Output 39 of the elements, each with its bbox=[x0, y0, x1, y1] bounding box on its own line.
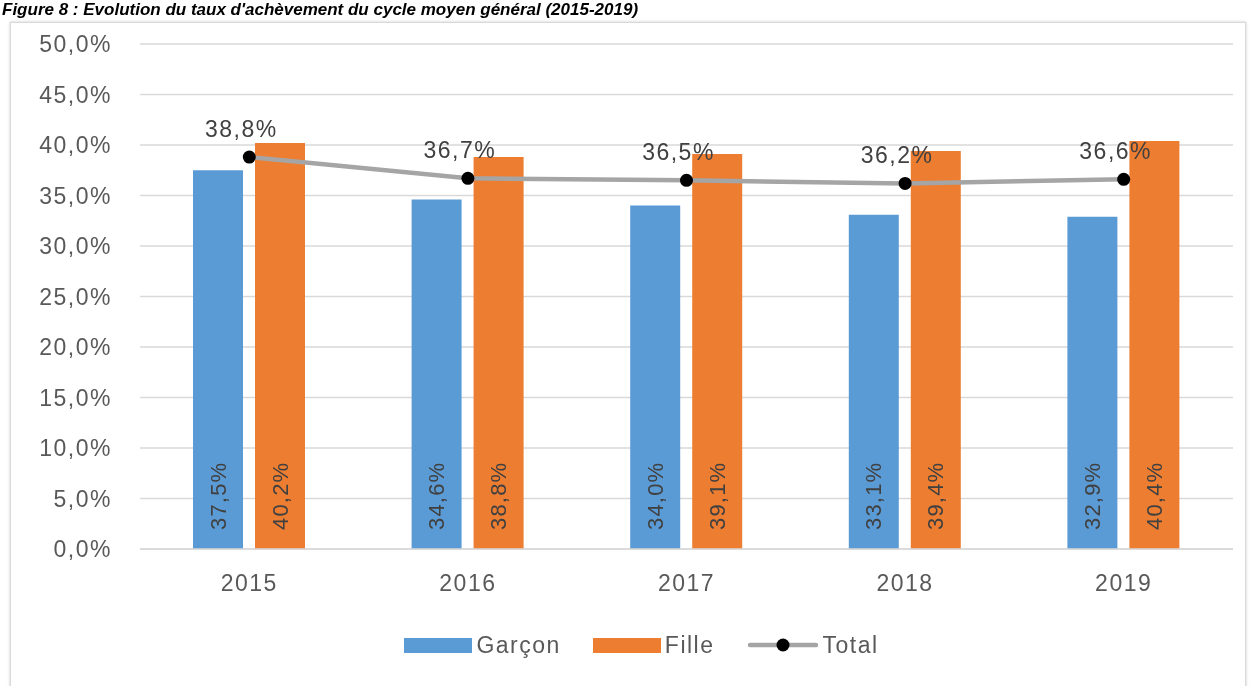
data-label: 38,8% bbox=[486, 461, 512, 530]
data-label: 32,9% bbox=[1079, 461, 1105, 530]
x-tick-label: 2015 bbox=[220, 570, 278, 597]
bar bbox=[1067, 216, 1118, 549]
legend-label: Garçon bbox=[476, 631, 561, 659]
data-label: 39,1% bbox=[704, 461, 730, 530]
y-tick-label: 10,0% bbox=[39, 435, 112, 462]
legend-label: Total bbox=[822, 631, 879, 659]
data-label: 37,5% bbox=[205, 461, 231, 530]
bar bbox=[411, 199, 462, 549]
y-tick-label: 15,0% bbox=[39, 384, 112, 411]
bar bbox=[193, 170, 243, 549]
y-tick-label: 5,0% bbox=[53, 485, 112, 512]
data-label: 38,8% bbox=[204, 116, 278, 143]
data-label: 40,4% bbox=[1141, 461, 1167, 530]
bar bbox=[255, 142, 305, 549]
x-tick-label: 2018 bbox=[876, 570, 934, 597]
bar bbox=[630, 205, 681, 549]
y-tick-label: 0,0% bbox=[53, 536, 112, 563]
x-tick-label: 2016 bbox=[439, 570, 497, 597]
y-tick-label: 30,0% bbox=[39, 233, 112, 260]
y-tick-label: 20,0% bbox=[39, 334, 112, 361]
x-tick-label: 2017 bbox=[657, 570, 716, 597]
y-tick-label: 40,0% bbox=[39, 132, 112, 159]
legend-label: Fille bbox=[664, 631, 715, 659]
data-label: 36,5% bbox=[642, 139, 715, 166]
data-label: 39,4% bbox=[923, 461, 949, 530]
y-tick-label: 50,0% bbox=[39, 31, 112, 58]
data-label: 34,6% bbox=[424, 461, 450, 530]
data-label: 33,1% bbox=[861, 461, 887, 530]
x-tick-label: 2019 bbox=[1095, 570, 1153, 597]
data-label: 36,7% bbox=[423, 137, 497, 164]
data-label: 34,0% bbox=[642, 461, 668, 530]
y-tick-label: 45,0% bbox=[39, 81, 112, 108]
data-label: 40,2% bbox=[267, 461, 293, 530]
bar bbox=[848, 214, 899, 549]
y-tick-label: 25,0% bbox=[39, 283, 112, 310]
chart-title: Figure 8 : Evolution du taux d'achèvement du cycle moyen général (2015-2019) bbox=[2, 0, 639, 20]
y-tick-label: 35,0% bbox=[39, 182, 112, 209]
